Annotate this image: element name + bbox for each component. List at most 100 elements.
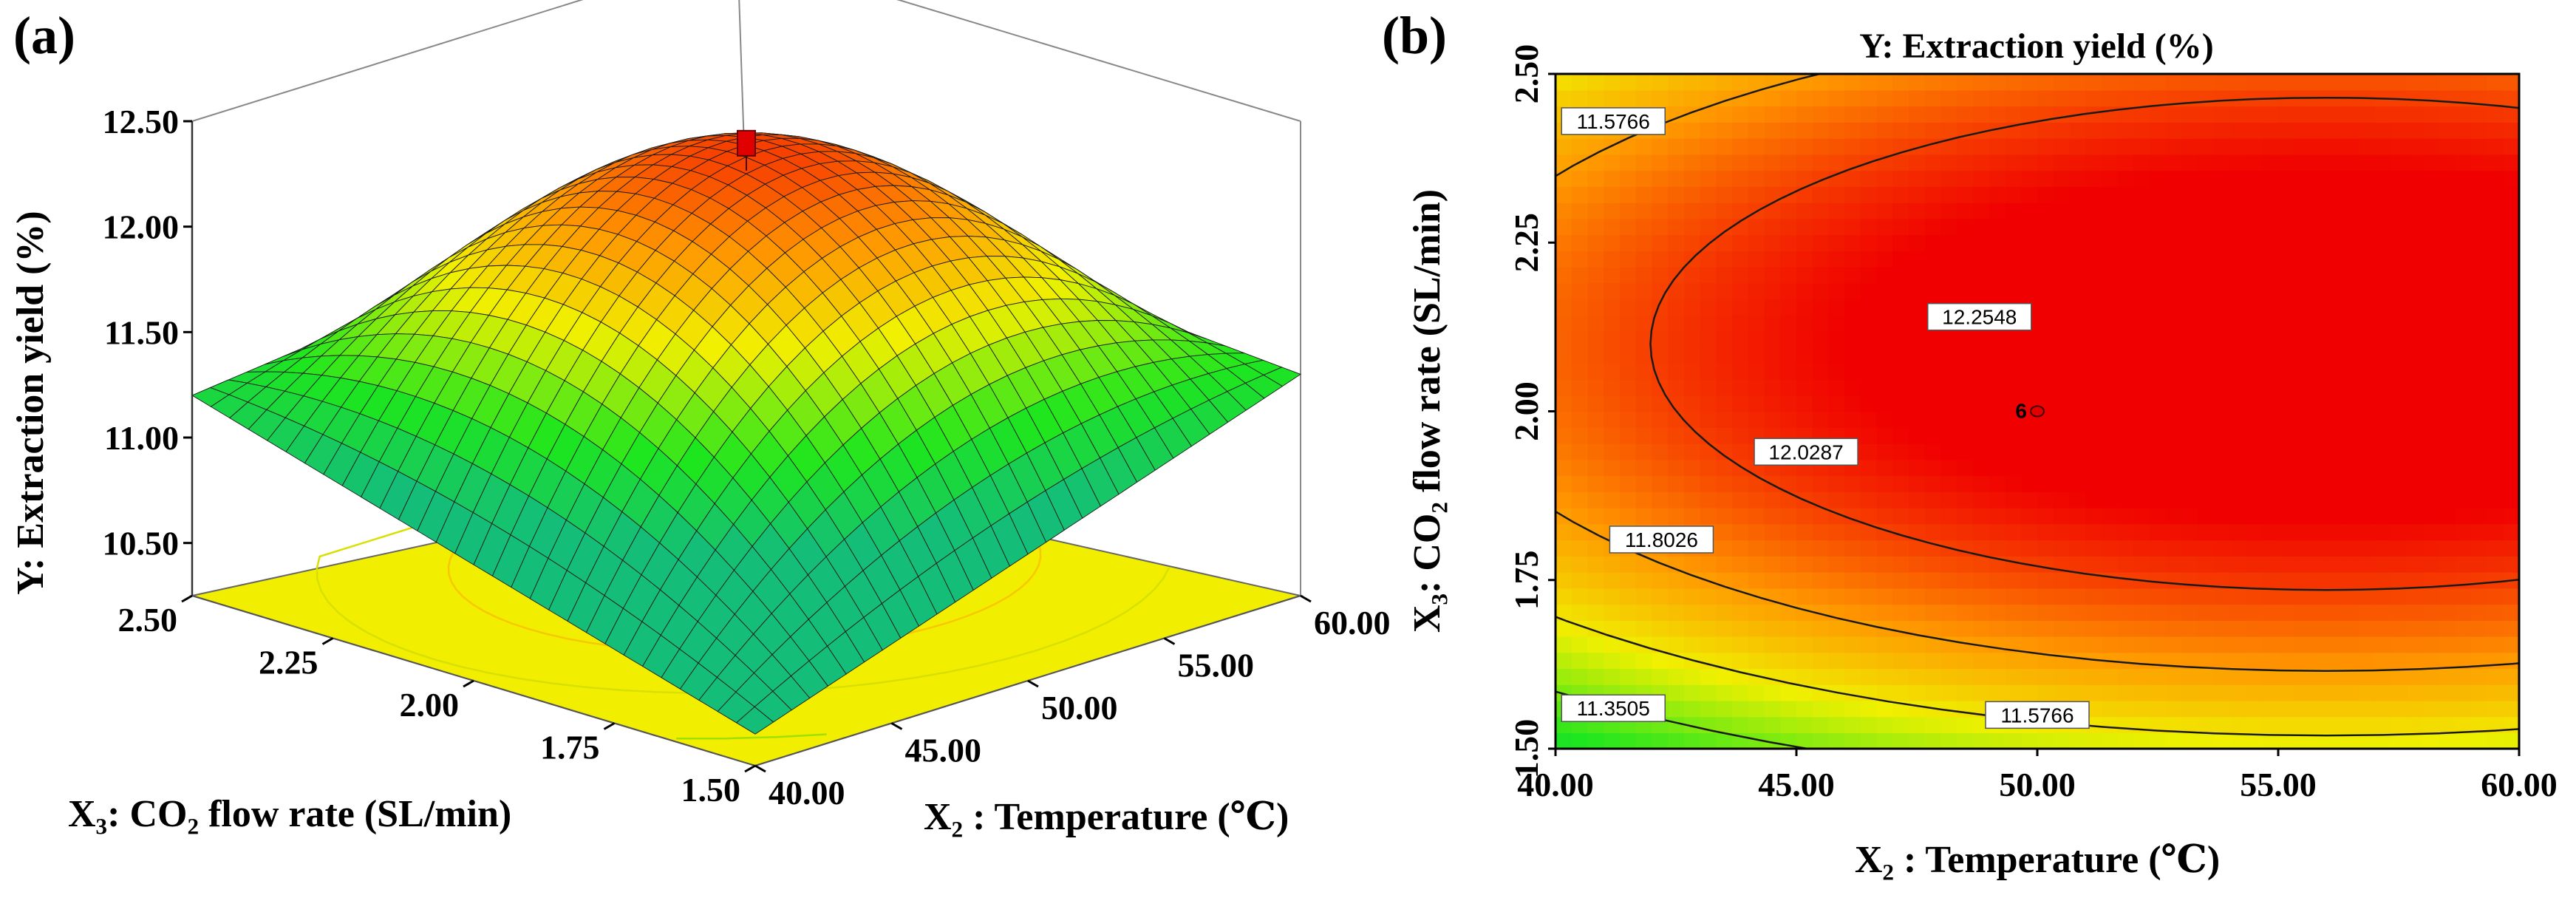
heatmap-cell [2133, 491, 2150, 508]
heatmap-cell [1683, 588, 1701, 605]
heatmap-cell [1556, 636, 1572, 653]
heatmap-cell [1828, 138, 1845, 155]
heatmap-cell [1796, 523, 1813, 541]
heatmap-cell [2021, 604, 2038, 621]
heatmap-cell [1716, 170, 1733, 187]
heatmap-cell [2294, 684, 2311, 701]
heatmap-cell [1556, 218, 1572, 236]
heatmap-cell [2117, 234, 2135, 251]
heatmap-cell [1876, 282, 1894, 300]
heatmap-cell [2262, 507, 2279, 525]
heatmap-cell [1716, 604, 1733, 621]
heatmap-cell [1604, 411, 1621, 428]
heatmap-cell [2069, 234, 2086, 251]
heatmap-cell [2133, 652, 2150, 670]
heatmap-cell [2198, 74, 2215, 91]
heatmap-cell [1716, 122, 1733, 139]
panel-a-temperature-ticks: 40.00 45.00 50.00 55.00 60.00 [754, 594, 1391, 812]
heatmap-cell [1989, 202, 2006, 220]
heatmap-cell [2165, 475, 2183, 492]
contour-label-text: 11.5766 [1577, 110, 1650, 133]
heatmap-cell [2133, 89, 2150, 107]
heatmap-cell [2085, 556, 2102, 573]
heatmap-cell [1571, 186, 1589, 203]
heatmap-cell [2422, 218, 2440, 236]
heatmap-cell [2229, 122, 2247, 139]
heatmap-cell [2262, 556, 2279, 573]
heatmap-cell [2310, 330, 2327, 348]
heatmap-cell [2037, 186, 2054, 203]
heatmap-cell [2278, 138, 2295, 155]
heatmap-cell [1604, 330, 1621, 348]
heatmap-cell [1732, 379, 1749, 396]
heatmap-cell [1940, 475, 1958, 492]
heatmap-cell [2358, 138, 2376, 155]
heatmap-cell [1748, 684, 1765, 701]
heatmap-cell [1556, 732, 1572, 749]
heatmap-cell [1812, 700, 1830, 718]
heatmap-cell [1571, 315, 1589, 332]
heatmap-cell [2165, 588, 2183, 605]
heatmap-cell [2117, 170, 2135, 187]
heatmap-cell [2503, 411, 2519, 428]
heatmap-cell [2229, 475, 2247, 492]
heatmap-cell [1780, 106, 1797, 123]
heatmap-cell [1860, 652, 1878, 670]
heatmap-cell [1604, 475, 1621, 492]
heatmap-cell [2101, 186, 2119, 203]
heatmap-cell [2246, 363, 2263, 380]
heatmap-cell [1989, 122, 2006, 139]
heatmap-cell [1909, 540, 1926, 557]
heatmap-cell [2133, 170, 2150, 187]
heatmap-cell [2246, 266, 2263, 284]
heatmap-cell [1860, 668, 1878, 685]
heatmap-cell [2278, 668, 2295, 685]
heatmap-cell [1924, 684, 1942, 701]
heatmap-cell [2374, 299, 2391, 316]
heatmap-cell [2133, 74, 2150, 91]
heatmap-cell [1957, 218, 1974, 236]
heatmap-cell [1989, 186, 2006, 203]
heatmap-cell [1716, 411, 1733, 428]
heatmap-cell [1796, 186, 1813, 203]
heatmap-cell [1796, 202, 1813, 220]
heatmap-cell [2470, 443, 2488, 460]
heatmap-cell [1973, 89, 1990, 107]
heatmap-cell [2406, 571, 2424, 589]
heatmap-cell [1909, 459, 1926, 477]
heatmap-cell [2037, 330, 2054, 348]
heatmap-cell [2310, 700, 2327, 718]
heatmap-cell [2085, 315, 2102, 332]
heatmap-cell [1860, 540, 1878, 557]
panel-a-flow-ticks: 1.50 1.75 2.00 2.25 2.50 [118, 594, 756, 809]
heatmap-cell [2214, 459, 2231, 477]
heatmap-cell [2021, 122, 2038, 139]
heatmap-cell [2278, 475, 2295, 492]
heatmap-cell [1957, 700, 1974, 718]
heatmap-cell [1973, 459, 1990, 477]
heatmap-cell [1619, 475, 1637, 492]
heatmap-cell [2021, 251, 2038, 268]
heatmap-cell [1940, 251, 1958, 268]
heatmap-cell [2214, 395, 2231, 412]
heatmap-cell [1812, 138, 1830, 155]
heatmap-cell [2214, 716, 2231, 733]
heatmap-cell [1635, 347, 1653, 364]
heatmap-cell [1571, 299, 1589, 316]
heatmap-cell [2374, 379, 2391, 396]
heatmap-cell [2053, 186, 2071, 203]
heatmap-cell [2229, 540, 2247, 557]
heatmap-cell [1892, 556, 1909, 573]
panel-a-temperature-axis-title: X₂ : Temperature (℃) [924, 796, 1289, 838]
heatmap-cell [1619, 556, 1637, 573]
heatmap-cell [2101, 411, 2119, 428]
heatmap-cell [2278, 122, 2295, 139]
heatmap-cell [1652, 74, 1669, 91]
heatmap-cell [2133, 523, 2150, 541]
heatmap-cell [2391, 395, 2408, 412]
contour-label-box [1609, 525, 1714, 554]
heatmap-cell [2391, 716, 2408, 733]
heatmap-cell [2358, 218, 2376, 236]
heatmap-cell [2069, 491, 2086, 508]
contour-label-text: 12.2548 [1942, 306, 2017, 329]
